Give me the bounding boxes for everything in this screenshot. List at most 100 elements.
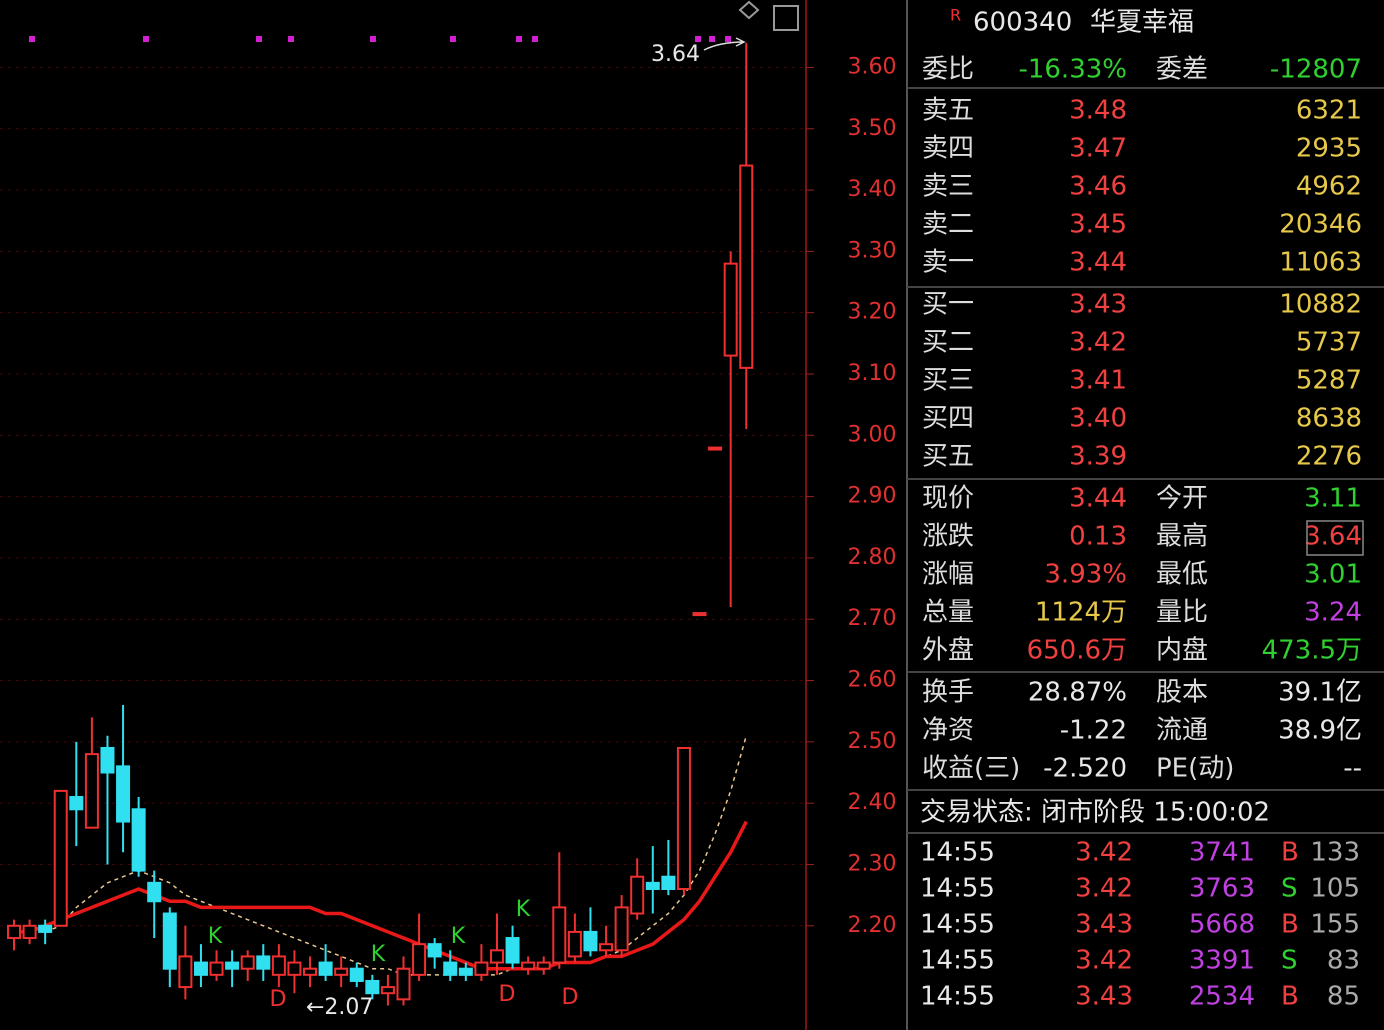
stat-label: 委差 — [1156, 55, 1208, 85]
candle-body — [84, 753, 99, 829]
candle-body — [458, 967, 473, 976]
quote-label: 内盘 — [1156, 636, 1208, 666]
trade-time: 14:55 — [920, 946, 995, 976]
stat-label: 委比 — [922, 55, 974, 85]
trade-side: S — [1281, 946, 1298, 976]
y-tick-label: 2.30 — [848, 851, 897, 876]
quote-label: 换手 — [922, 678, 974, 708]
quote-value: 28.87% — [1028, 678, 1127, 708]
trade-time: 14:55 — [920, 874, 995, 904]
toggle-icon[interactable] — [738, 0, 760, 20]
stat-value: -16.33% — [1018, 55, 1127, 85]
y-tick-label: 3.20 — [848, 300, 897, 325]
signal-marker: K — [371, 942, 386, 967]
quote-value: 39.1亿 — [1278, 678, 1362, 708]
y-tick-label: 2.80 — [848, 545, 897, 570]
candle-body — [645, 881, 660, 890]
quote-label: 收益(三) — [922, 754, 1020, 784]
quote-label: 量比 — [1156, 598, 1208, 628]
candle-body — [692, 612, 707, 617]
trade-count: 133 — [1310, 838, 1360, 868]
signal-dot — [143, 36, 149, 42]
signal-dot — [516, 36, 522, 42]
book-label: 卖五 — [922, 96, 974, 126]
quote-value: -- — [1343, 754, 1362, 784]
signal-dot — [450, 36, 456, 42]
y-tick-label: 3.00 — [848, 422, 897, 447]
candle-body — [723, 262, 738, 357]
signal-marker: D — [499, 982, 516, 1007]
stock-code: 600340 — [973, 8, 1072, 38]
trade-side: S — [1281, 874, 1298, 904]
quote-value: -1.22 — [1060, 716, 1127, 746]
y-tick-label: 2.90 — [848, 484, 897, 509]
book-label: 买二 — [922, 328, 974, 358]
trade-price: 3.43 — [1075, 910, 1133, 940]
candle-body — [739, 164, 754, 369]
candle-body — [334, 967, 349, 976]
book-volume: 10882 — [1279, 290, 1362, 320]
trade-status: 交易状态: 闭市阶段 15:00:02 — [920, 798, 1270, 828]
trade-side: B — [1281, 982, 1299, 1012]
book-label: 买五 — [922, 442, 974, 472]
quote-value: 3.24 — [1304, 598, 1362, 628]
quote-label: 今开 — [1156, 484, 1208, 514]
book-volume: 6321 — [1296, 96, 1362, 126]
book-price: 3.48 — [1069, 96, 1127, 126]
candle-body — [225, 961, 240, 970]
kline-chart: 3.60 3.50 3.40 3.30 3.20 3.10 3.00 2.90 2.80 2.70… — [0, 36, 896, 1020]
ma-line — [14, 820, 748, 971]
trade-time: 14:55 — [920, 838, 995, 868]
candle-body — [583, 930, 598, 952]
signal-marker: D — [562, 985, 579, 1010]
book-volume: 4962 — [1296, 172, 1362, 202]
signal-dot — [288, 36, 294, 42]
y-tick-label: 2.60 — [848, 668, 897, 693]
candle-body — [396, 967, 411, 1001]
y-tick-label: 3.40 — [848, 177, 897, 202]
quote-value: 3.93% — [1044, 560, 1127, 590]
ma-dashed-line — [44, 735, 747, 976]
quote-label: 最低 — [1156, 560, 1208, 590]
trade-price: 3.42 — [1075, 946, 1133, 976]
trade-count: 85 — [1327, 982, 1360, 1012]
trade-price: 3.42 — [1075, 838, 1133, 868]
candle-body — [505, 937, 520, 964]
quote-label: 外盘 — [922, 636, 974, 666]
panel-icon[interactable] — [773, 5, 799, 31]
trade-volume: 3763 — [1189, 874, 1255, 904]
candle-body — [116, 765, 131, 823]
candle-body — [536, 961, 551, 970]
book-price: 3.46 — [1069, 172, 1127, 202]
candle-body — [7, 924, 21, 940]
book-price: 3.39 — [1069, 442, 1127, 472]
y-tick-label: 2.50 — [848, 729, 897, 754]
candle-body — [412, 943, 427, 976]
candle-body — [162, 912, 177, 970]
y-tick-label: 3.60 — [848, 54, 897, 79]
candle-body — [100, 746, 115, 774]
quote-value: 3.64 — [1304, 522, 1362, 552]
flag: R — [950, 6, 961, 25]
trade-volume: 2534 — [1189, 982, 1255, 1012]
quote-value: 0.13 — [1069, 522, 1127, 552]
quote-value: 3.44 — [1069, 484, 1127, 514]
candle-body — [427, 943, 442, 958]
quote-value: 473.5万 — [1262, 636, 1362, 666]
candle-body — [661, 875, 676, 890]
book-volume: 2935 — [1296, 134, 1362, 164]
candle-body — [22, 924, 37, 940]
high-annotation: 3.64 — [651, 42, 700, 67]
book-price: 3.45 — [1069, 210, 1127, 240]
trade-time: 14:55 — [920, 910, 995, 940]
candle-body — [303, 967, 318, 976]
quote-value: 650.6万 — [1027, 636, 1127, 666]
candle-body — [552, 906, 567, 964]
candle-body — [53, 789, 68, 927]
trade-price: 3.43 — [1075, 982, 1133, 1012]
book-price: 3.42 — [1069, 328, 1127, 358]
candle-body — [147, 881, 162, 903]
